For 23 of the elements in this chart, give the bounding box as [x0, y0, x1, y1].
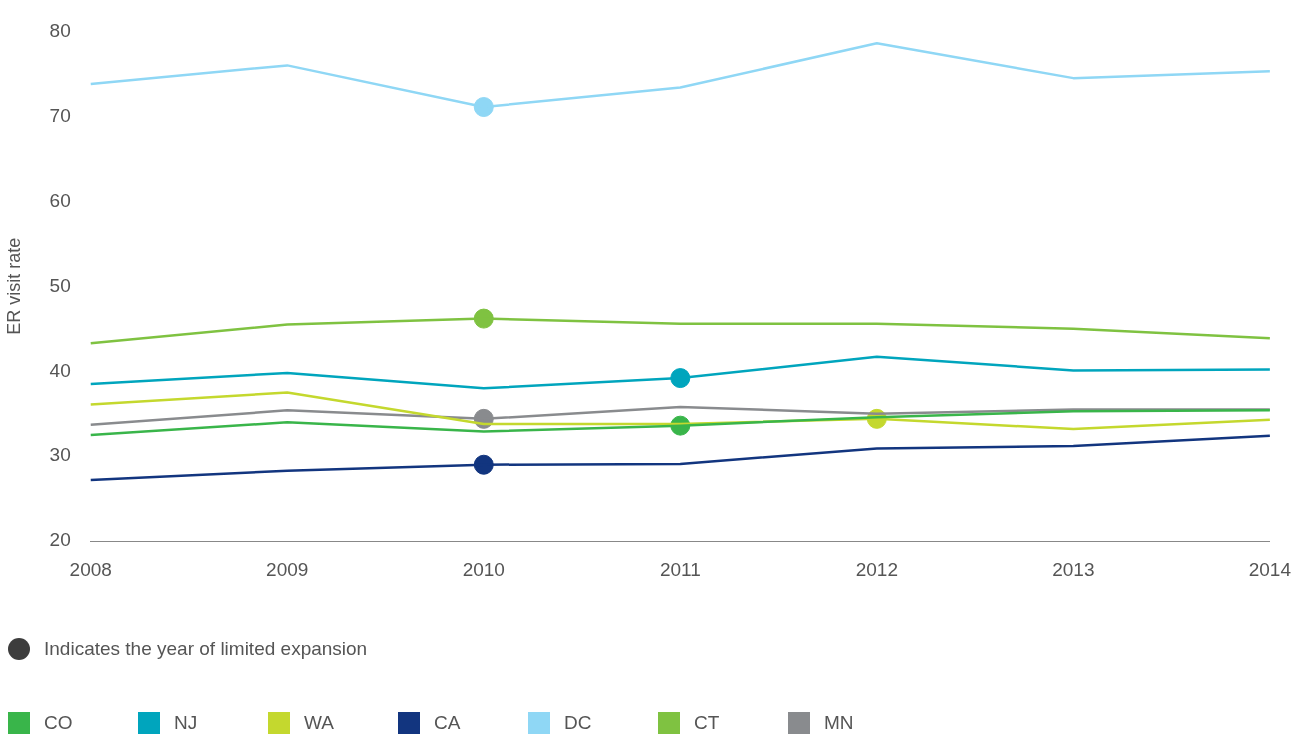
- y-tick-label: 30: [49, 444, 71, 466]
- x-tick-label: 2013: [1052, 558, 1095, 580]
- x-tick-label: 2011: [659, 558, 701, 580]
- text: Indicates the year of limited expansion: [44, 638, 368, 660]
- legend-label: WA: [304, 712, 334, 734]
- y-tick-label: 50: [49, 274, 71, 296]
- legend-label: DC: [564, 712, 592, 734]
- legend-label: CT: [694, 712, 720, 734]
- legend-label: CA: [434, 712, 461, 734]
- y-tick-label: 40: [49, 359, 71, 381]
- x-tick-label: 2010: [462, 558, 505, 580]
- y-tick-label: 80: [49, 19, 71, 41]
- y-axis-title: ER visit rate: [3, 237, 24, 335]
- legend-label: CO: [44, 712, 73, 734]
- y-tick-label: 60: [49, 189, 71, 211]
- y-tick-label: 20: [49, 529, 71, 551]
- x-tick-label: 2009: [266, 558, 309, 580]
- legend-label: MN: [824, 712, 854, 734]
- x-tick-label: 2012: [855, 558, 898, 580]
- y-tick-label: 70: [49, 104, 71, 126]
- x-tick-label: 2014: [1248, 558, 1292, 580]
- x-tick-label: 2008: [69, 558, 112, 580]
- legend-label: NJ: [174, 712, 198, 734]
